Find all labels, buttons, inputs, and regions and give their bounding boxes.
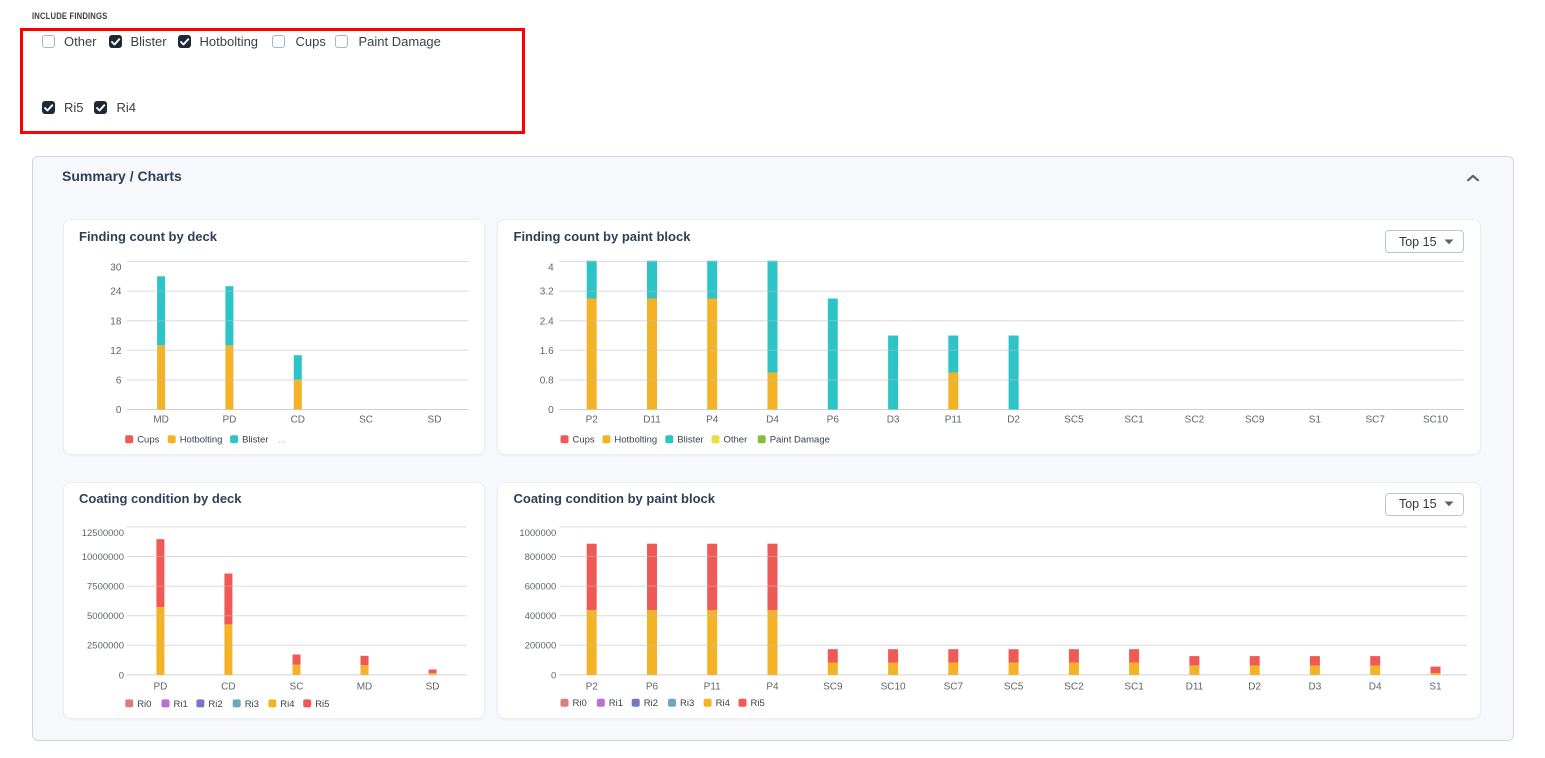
svg-text:D4: D4 bbox=[1369, 681, 1382, 692]
svg-text:Paint Damage: Paint Damage bbox=[770, 435, 830, 446]
svg-text:Ri2: Ri2 bbox=[208, 699, 222, 710]
svg-text:800000: 800000 bbox=[525, 552, 557, 563]
svg-text:SC7: SC7 bbox=[944, 681, 964, 692]
svg-text:Ri0: Ri0 bbox=[137, 699, 151, 710]
svg-text:S1: S1 bbox=[1429, 681, 1442, 692]
svg-text:D2: D2 bbox=[1007, 415, 1020, 426]
svg-text:Ri1: Ri1 bbox=[173, 699, 187, 710]
svg-text:0: 0 bbox=[115, 405, 121, 416]
svg-text:SC7: SC7 bbox=[1365, 415, 1385, 426]
svg-text:D11: D11 bbox=[643, 415, 661, 426]
svg-text:PD: PD bbox=[222, 415, 236, 426]
svg-text:1000000: 1000000 bbox=[519, 528, 556, 539]
svg-text:Hotbolting: Hotbolting bbox=[179, 435, 222, 446]
svg-text:7500000: 7500000 bbox=[87, 581, 124, 592]
svg-text:Blister: Blister bbox=[677, 435, 703, 446]
svg-text:Ri3: Ri3 bbox=[680, 698, 694, 709]
svg-text:Ri1: Ri1 bbox=[609, 698, 623, 709]
svg-text:...: ... bbox=[278, 435, 286, 446]
svg-text:PD: PD bbox=[153, 681, 167, 692]
svg-text:0: 0 bbox=[551, 670, 556, 681]
svg-text:SD: SD bbox=[425, 681, 439, 692]
svg-text:SC2: SC2 bbox=[1064, 681, 1084, 692]
svg-text:SD: SD bbox=[427, 415, 441, 426]
svg-text:Cups: Cups bbox=[137, 435, 159, 446]
svg-text:SC2: SC2 bbox=[1185, 415, 1205, 426]
svg-text:Ri5: Ri5 bbox=[315, 699, 329, 710]
svg-text:SC1: SC1 bbox=[1124, 681, 1144, 692]
svg-text:SC9: SC9 bbox=[1245, 415, 1265, 426]
svg-text:SC10: SC10 bbox=[1423, 415, 1448, 426]
svg-text:D2: D2 bbox=[1248, 681, 1261, 692]
svg-text:P4: P4 bbox=[706, 415, 719, 426]
svg-text:2.4: 2.4 bbox=[540, 317, 554, 328]
svg-text:12: 12 bbox=[110, 346, 122, 357]
svg-text:3.2: 3.2 bbox=[540, 287, 554, 298]
svg-text:0: 0 bbox=[118, 670, 123, 681]
svg-text:CD: CD bbox=[221, 681, 235, 692]
svg-text:2500000: 2500000 bbox=[87, 641, 124, 652]
svg-text:D3: D3 bbox=[1309, 681, 1322, 692]
svg-text:SC9: SC9 bbox=[823, 681, 843, 692]
svg-text:Ri0: Ri0 bbox=[573, 698, 587, 709]
svg-text:SC5: SC5 bbox=[1004, 681, 1024, 692]
svg-text:SC: SC bbox=[289, 681, 303, 692]
svg-text:Ri3: Ri3 bbox=[244, 699, 258, 710]
svg-text:SC5: SC5 bbox=[1064, 415, 1084, 426]
svg-text:MD: MD bbox=[153, 415, 169, 426]
svg-text:Ri2: Ri2 bbox=[644, 698, 658, 709]
svg-text:CD: CD bbox=[290, 415, 304, 426]
svg-text:18: 18 bbox=[110, 317, 122, 328]
svg-text:0: 0 bbox=[548, 405, 554, 416]
svg-text:P6: P6 bbox=[646, 681, 659, 692]
svg-text:24: 24 bbox=[110, 287, 122, 298]
svg-text:P2: P2 bbox=[586, 415, 599, 426]
svg-text:P6: P6 bbox=[827, 415, 840, 426]
svg-text:Hotbolting: Hotbolting bbox=[614, 435, 657, 446]
svg-text:4: 4 bbox=[548, 263, 554, 274]
svg-text:12500000: 12500000 bbox=[81, 528, 123, 539]
svg-text:600000: 600000 bbox=[525, 581, 557, 592]
svg-text:Cups: Cups bbox=[573, 435, 595, 446]
svg-text:10000000: 10000000 bbox=[81, 552, 123, 563]
svg-text:0.8: 0.8 bbox=[540, 376, 554, 387]
svg-text:Blister: Blister bbox=[242, 435, 268, 446]
svg-text:6: 6 bbox=[115, 376, 121, 387]
svg-text:D11: D11 bbox=[1186, 681, 1204, 692]
svg-text:S1: S1 bbox=[1309, 415, 1322, 426]
svg-text:400000: 400000 bbox=[525, 611, 557, 622]
svg-text:Ri4: Ri4 bbox=[716, 698, 730, 709]
svg-text:Other: Other bbox=[724, 435, 748, 446]
svg-text:1.6: 1.6 bbox=[540, 346, 554, 357]
svg-text:P11: P11 bbox=[945, 415, 962, 426]
svg-text:SC1: SC1 bbox=[1124, 415, 1144, 426]
svg-text:SC10: SC10 bbox=[881, 681, 906, 692]
svg-text:P4: P4 bbox=[766, 681, 779, 692]
svg-text:200000: 200000 bbox=[525, 641, 557, 652]
svg-text:D4: D4 bbox=[766, 415, 779, 426]
svg-text:SC: SC bbox=[359, 415, 373, 426]
svg-text:5000000: 5000000 bbox=[87, 611, 124, 622]
svg-text:30: 30 bbox=[110, 263, 122, 274]
svg-text:Ri4: Ri4 bbox=[280, 699, 294, 710]
svg-text:Ri5: Ri5 bbox=[751, 698, 765, 709]
svg-text:P11: P11 bbox=[704, 681, 721, 692]
svg-text:MD: MD bbox=[356, 681, 372, 692]
svg-text:D3: D3 bbox=[887, 415, 900, 426]
svg-text:P2: P2 bbox=[586, 681, 599, 692]
